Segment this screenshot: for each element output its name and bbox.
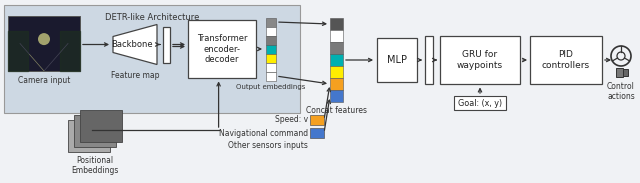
Bar (623, 69, 628, 76)
Bar (74, 115, 116, 147)
Bar (530, 36, 602, 84)
Bar (4, 5, 300, 113)
Polygon shape (113, 25, 157, 64)
Text: MLP: MLP (387, 55, 407, 65)
Text: GRU for
waypoints: GRU for waypoints (457, 50, 503, 70)
Text: Speed: v: Speed: v (275, 115, 308, 124)
Text: Concat features: Concat features (306, 106, 367, 115)
Bar (330, 18, 343, 30)
Text: Backbone: Backbone (111, 40, 153, 49)
Bar (377, 38, 417, 82)
Bar (616, 68, 623, 77)
Bar (266, 27, 276, 36)
Circle shape (38, 33, 50, 45)
Bar (454, 96, 506, 110)
Bar (266, 36, 276, 44)
Bar (163, 27, 170, 63)
Bar (440, 36, 520, 84)
Text: Control
actions: Control actions (607, 82, 635, 101)
Text: Feature map: Feature map (111, 70, 159, 79)
Bar (330, 90, 343, 102)
Bar (8, 16, 80, 71)
Text: Transformer
encoder-
decoder: Transformer encoder- decoder (196, 34, 247, 64)
Text: Positional
Embeddings: Positional Embeddings (71, 156, 118, 175)
Text: Goal: (x, y): Goal: (x, y) (458, 98, 502, 107)
Text: DETR-like Architecture: DETR-like Architecture (105, 13, 199, 22)
Text: Output embeddings: Output embeddings (236, 85, 306, 91)
Bar (330, 54, 343, 66)
Text: PID
controllers: PID controllers (542, 50, 590, 70)
Bar (310, 128, 324, 138)
Bar (68, 120, 110, 152)
Bar (330, 42, 343, 54)
Bar (330, 78, 343, 90)
Bar (266, 63, 276, 72)
Text: Navigational command: Navigational command (219, 128, 308, 137)
Bar (80, 110, 122, 142)
Bar (266, 72, 276, 81)
Bar (330, 66, 343, 78)
Bar (425, 36, 433, 84)
Bar (266, 44, 276, 53)
Bar (188, 20, 256, 78)
Bar (330, 30, 343, 42)
Bar (266, 18, 276, 27)
Text: Camera input: Camera input (18, 76, 70, 85)
Text: Other sensors inputs: Other sensors inputs (228, 141, 308, 150)
Bar (310, 115, 324, 125)
Bar (266, 53, 276, 63)
